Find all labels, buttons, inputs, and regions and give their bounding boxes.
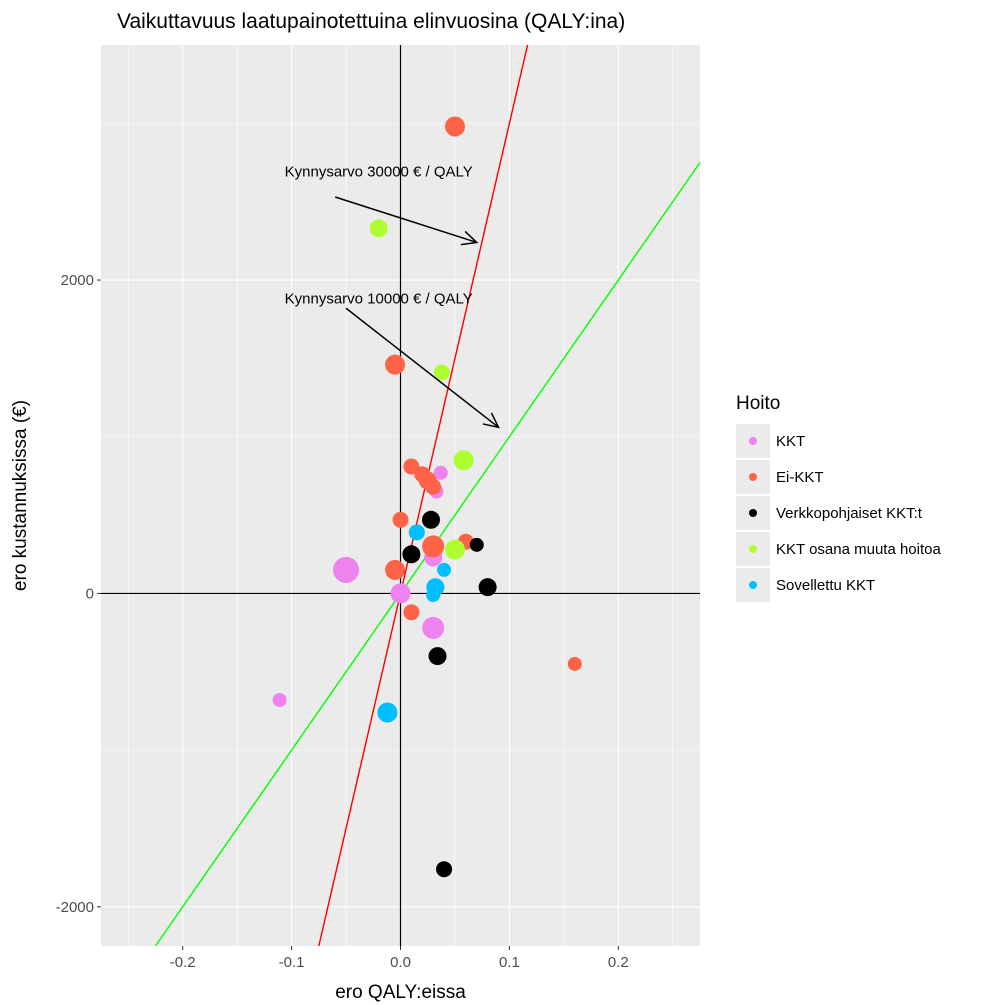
data-point [377, 702, 398, 723]
data-point [453, 450, 474, 471]
legend-item-verkkopohjaiset-kkt: Verkkopohjaiset KKT:t [736, 495, 941, 531]
legend-key [736, 460, 770, 494]
y-tick-label: -2000 [56, 899, 94, 916]
data-point [392, 511, 409, 528]
annotations: Kynnysarvo 30000 € / QALY Kynnysarvo 1000… [285, 164, 500, 429]
data-point [437, 562, 452, 577]
data-point [385, 559, 406, 580]
data-point [469, 537, 484, 552]
annotation-arrow [345, 307, 499, 428]
x-tick-label: 0.0 [390, 954, 411, 971]
x-tick-label: 0.2 [608, 954, 629, 971]
legend-item-kkt: KKT [736, 423, 941, 459]
data-point [385, 354, 406, 375]
arrow-head [482, 412, 500, 429]
data-point [333, 556, 360, 583]
legend-key [736, 424, 770, 458]
y-tick-label: 2000 [61, 272, 94, 289]
x-tick-label: -0.2 [170, 954, 196, 971]
data-point [478, 578, 497, 597]
data-point [422, 616, 445, 639]
chart-title: Vaikuttavuus laatupainotettuina elinvuos… [117, 10, 626, 33]
legend-item-ei-kkt: Ei-KKT [736, 459, 941, 495]
data-point [567, 656, 582, 671]
data-point [433, 364, 450, 381]
legend-item-kkt-osana-muuta-hoitoa: KKT osana muuta hoitoa [736, 531, 941, 567]
data-point [421, 510, 440, 529]
legend-key [736, 496, 770, 530]
data-point [403, 604, 420, 621]
data-point [433, 465, 448, 480]
legend-key [736, 532, 770, 566]
data-points [272, 116, 582, 878]
data-point [369, 219, 388, 238]
annotation-label: Kynnysarvo 30000 € / QALY [285, 164, 473, 181]
data-point [422, 535, 445, 558]
data-point [272, 692, 287, 707]
legend-key [736, 568, 770, 602]
x-axis-title: ero QALY:eissa [335, 982, 466, 1003]
legend-dot [749, 437, 757, 445]
annotation-arrow [334, 196, 477, 244]
y-tick-label: 0 [86, 585, 94, 602]
legend-item-sovellettu-kkt: Sovellettu KKT [736, 567, 941, 603]
annotation-label: Kynnysarvo 10000 € / QALY [285, 291, 473, 308]
data-point [426, 588, 441, 603]
legend-dot [749, 581, 757, 589]
data-point [425, 478, 442, 495]
legend-dot [749, 473, 757, 481]
x-axis-ticks: -0.2 -0.1 0.0 0.1 0.2 [170, 946, 629, 971]
data-point [436, 861, 453, 878]
arrow-head [460, 230, 479, 246]
legend: Hoito KKT Ei-KKT Verkkopohjaiset KKT:t K… [736, 393, 941, 603]
data-point [408, 524, 425, 541]
x-tick-label: 0.1 [499, 954, 520, 971]
y-axis-ticks: -2000 0 2000 [56, 272, 101, 916]
legend-label: KKT [776, 432, 806, 450]
y-axis-title: ero kustannuksissa (€) [10, 400, 31, 591]
data-point [444, 539, 465, 560]
legend-label: KKT osana muuta hoitoa [776, 540, 941, 558]
legend-label: Sovellettu KKT [776, 576, 876, 594]
legend-label: Ei-KKT [776, 468, 824, 486]
legend-dot [749, 509, 757, 517]
x-tick-label: -0.1 [279, 954, 305, 971]
data-point [402, 545, 421, 564]
legend-title: Hoito [736, 393, 781, 414]
data-point [444, 116, 465, 137]
data-point [390, 583, 411, 604]
legend-label: Verkkopohjaiset KKT:t [776, 504, 922, 522]
reference-line [318, 44, 529, 947]
legend-dot [749, 545, 757, 553]
data-point [428, 647, 447, 666]
